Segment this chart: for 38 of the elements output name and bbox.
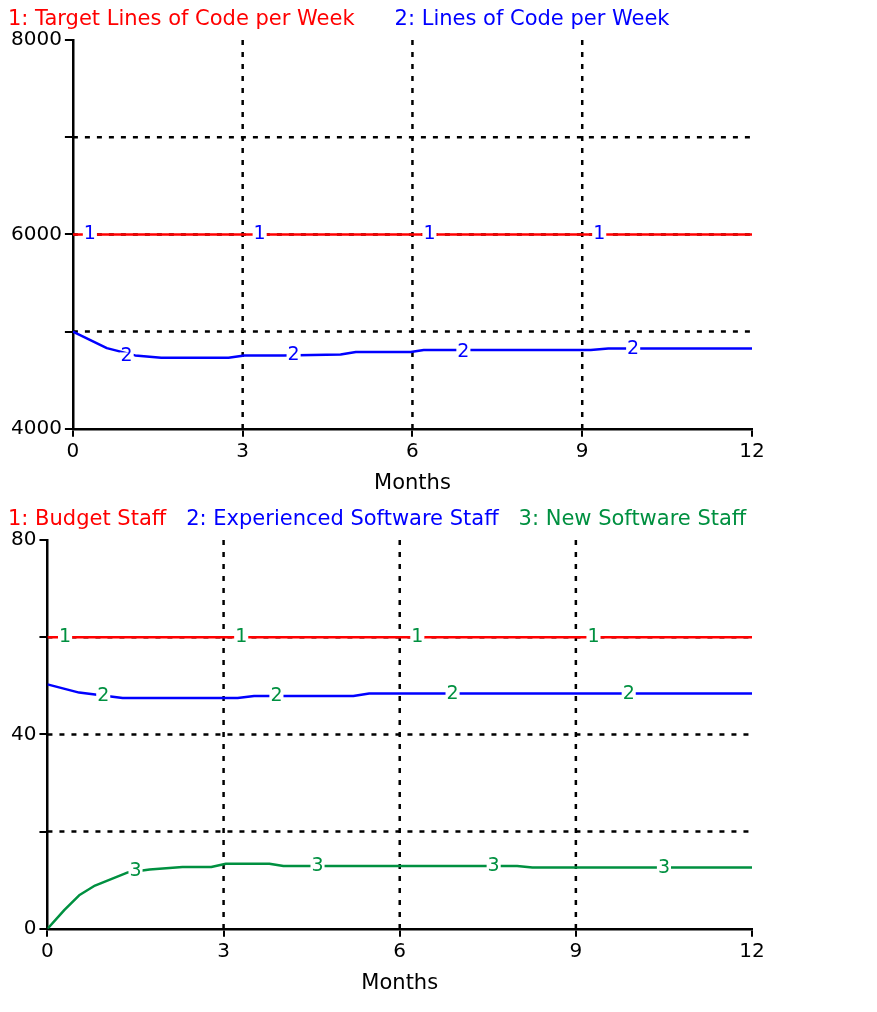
annotation: 2	[627, 335, 640, 358]
annotation: 3	[311, 853, 324, 876]
x-axis-title: Months	[374, 469, 451, 494]
y-tick-label: 0	[23, 915, 37, 939]
annotation: 2	[622, 680, 635, 703]
annotation: 2	[120, 343, 133, 366]
x-tick-label: 9	[575, 438, 589, 462]
x-tick-label: 0	[66, 438, 80, 462]
y-tick-label: 4000	[10, 415, 62, 439]
annotation: 2	[446, 680, 459, 703]
x-tick-label: 3	[236, 438, 250, 462]
annotation: 2	[97, 682, 110, 705]
x-tick-label: 12	[739, 438, 765, 462]
annotation: 1	[587, 624, 600, 647]
annotation: 1	[59, 624, 72, 647]
annotation: 2	[270, 682, 283, 705]
annotation: 3	[657, 854, 670, 877]
x-tick-label: 12	[739, 938, 765, 962]
annotation: 1	[411, 624, 424, 647]
annotation: 3	[487, 853, 500, 876]
x-tick-label: 9	[569, 938, 583, 962]
annotation: 1	[253, 221, 266, 244]
annotation: 3	[129, 858, 142, 881]
text: 2: Experienced Software Staff	[186, 506, 499, 530]
annotation: 1	[83, 221, 96, 244]
annotation: 1	[423, 221, 436, 244]
annotation: 1	[235, 624, 248, 647]
annotation: 2	[457, 338, 470, 361]
annotation: 1	[593, 221, 606, 244]
y-tick-label: 40	[11, 720, 37, 745]
annotation: 2	[287, 342, 300, 365]
x-tick-label: 6	[406, 438, 419, 462]
text: 3: New Software Staff	[518, 506, 747, 530]
x-tick-label: 3	[217, 938, 230, 962]
text: 2: Lines of Code per Week	[394, 6, 670, 30]
y-tick-label: 6000	[10, 220, 62, 245]
x-axis-title: Months	[361, 969, 439, 994]
x-tick-label: 6	[393, 938, 407, 962]
